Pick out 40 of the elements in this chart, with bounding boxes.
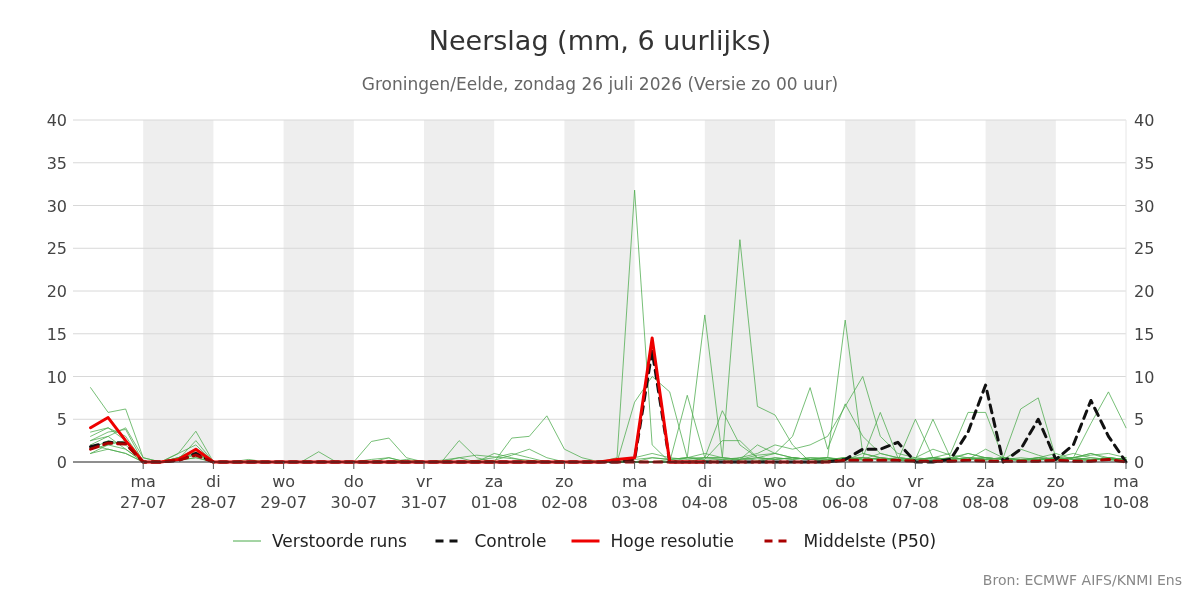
y-tick-label: 40 xyxy=(46,111,67,130)
x-tick-label: wo 05-08 xyxy=(751,472,799,512)
y2-tick-label: 30 xyxy=(1134,196,1155,216)
y-tick-label: 35 xyxy=(46,153,67,173)
x-tick-label: ma 27-07 xyxy=(119,472,167,512)
chart-subtitle: Groningen/Eelde, zondag 26 juli 2026 (Versie zo 00 uur) xyxy=(361,74,839,94)
y-tick-label: 5 xyxy=(56,410,67,430)
y2-tick-label: 10 xyxy=(1134,367,1155,387)
y2-tick-label: 5 xyxy=(1134,410,1145,430)
x-tick-label: di 04-08 xyxy=(681,472,729,512)
y2-tick-label: 15 xyxy=(1134,324,1155,344)
x-tick-label: wo 29-07 xyxy=(260,472,307,512)
legend-label: Middelste (P50) xyxy=(803,531,937,551)
y-tick-label: 20 xyxy=(46,282,67,301)
text: Bron: ECMWF AIFS/KNMI Ens xyxy=(982,572,1182,588)
legend-label: Verstoorde runs xyxy=(272,531,407,551)
x-tick-label: za 08-08 xyxy=(962,472,1009,512)
y2-tick-label: 0 xyxy=(1134,453,1145,472)
x-tick-label: vr 07-08 xyxy=(892,472,939,512)
x-tick-label: vr 31-07 xyxy=(400,472,448,512)
x-tick-label: ma 10-08 xyxy=(1102,472,1150,512)
y2-tick-label: 35 xyxy=(1134,153,1155,173)
x-tick-label: za 01-08 xyxy=(470,472,518,512)
x-tick-label: ma 03-08 xyxy=(611,472,658,512)
y2-tick-label: 20 xyxy=(1134,282,1155,301)
y-tick-label: 10 xyxy=(46,367,67,387)
legend-label: Hoge resolutie xyxy=(610,531,735,551)
y2-tick-label: 25 xyxy=(1134,239,1155,259)
x-tick-label: zo 02-08 xyxy=(541,472,588,512)
x-tick-label: do 30-07 xyxy=(330,472,378,512)
y-tick-label: 30 xyxy=(46,196,67,216)
x-tick-label: do 06-08 xyxy=(821,472,869,512)
y-tick-label: 15 xyxy=(46,324,67,344)
legend-label: Controle xyxy=(474,531,547,551)
y-tick-label: 25 xyxy=(46,239,67,259)
x-tick-label: di 28-07 xyxy=(190,472,237,512)
x-tick-label: zo 09-08 xyxy=(1032,472,1080,512)
y-tick-label: 0 xyxy=(56,453,67,472)
chart-title: Neerslag (mm, 6 uurlijks) xyxy=(428,25,772,56)
y2-tick-label: 40 xyxy=(1134,111,1155,130)
